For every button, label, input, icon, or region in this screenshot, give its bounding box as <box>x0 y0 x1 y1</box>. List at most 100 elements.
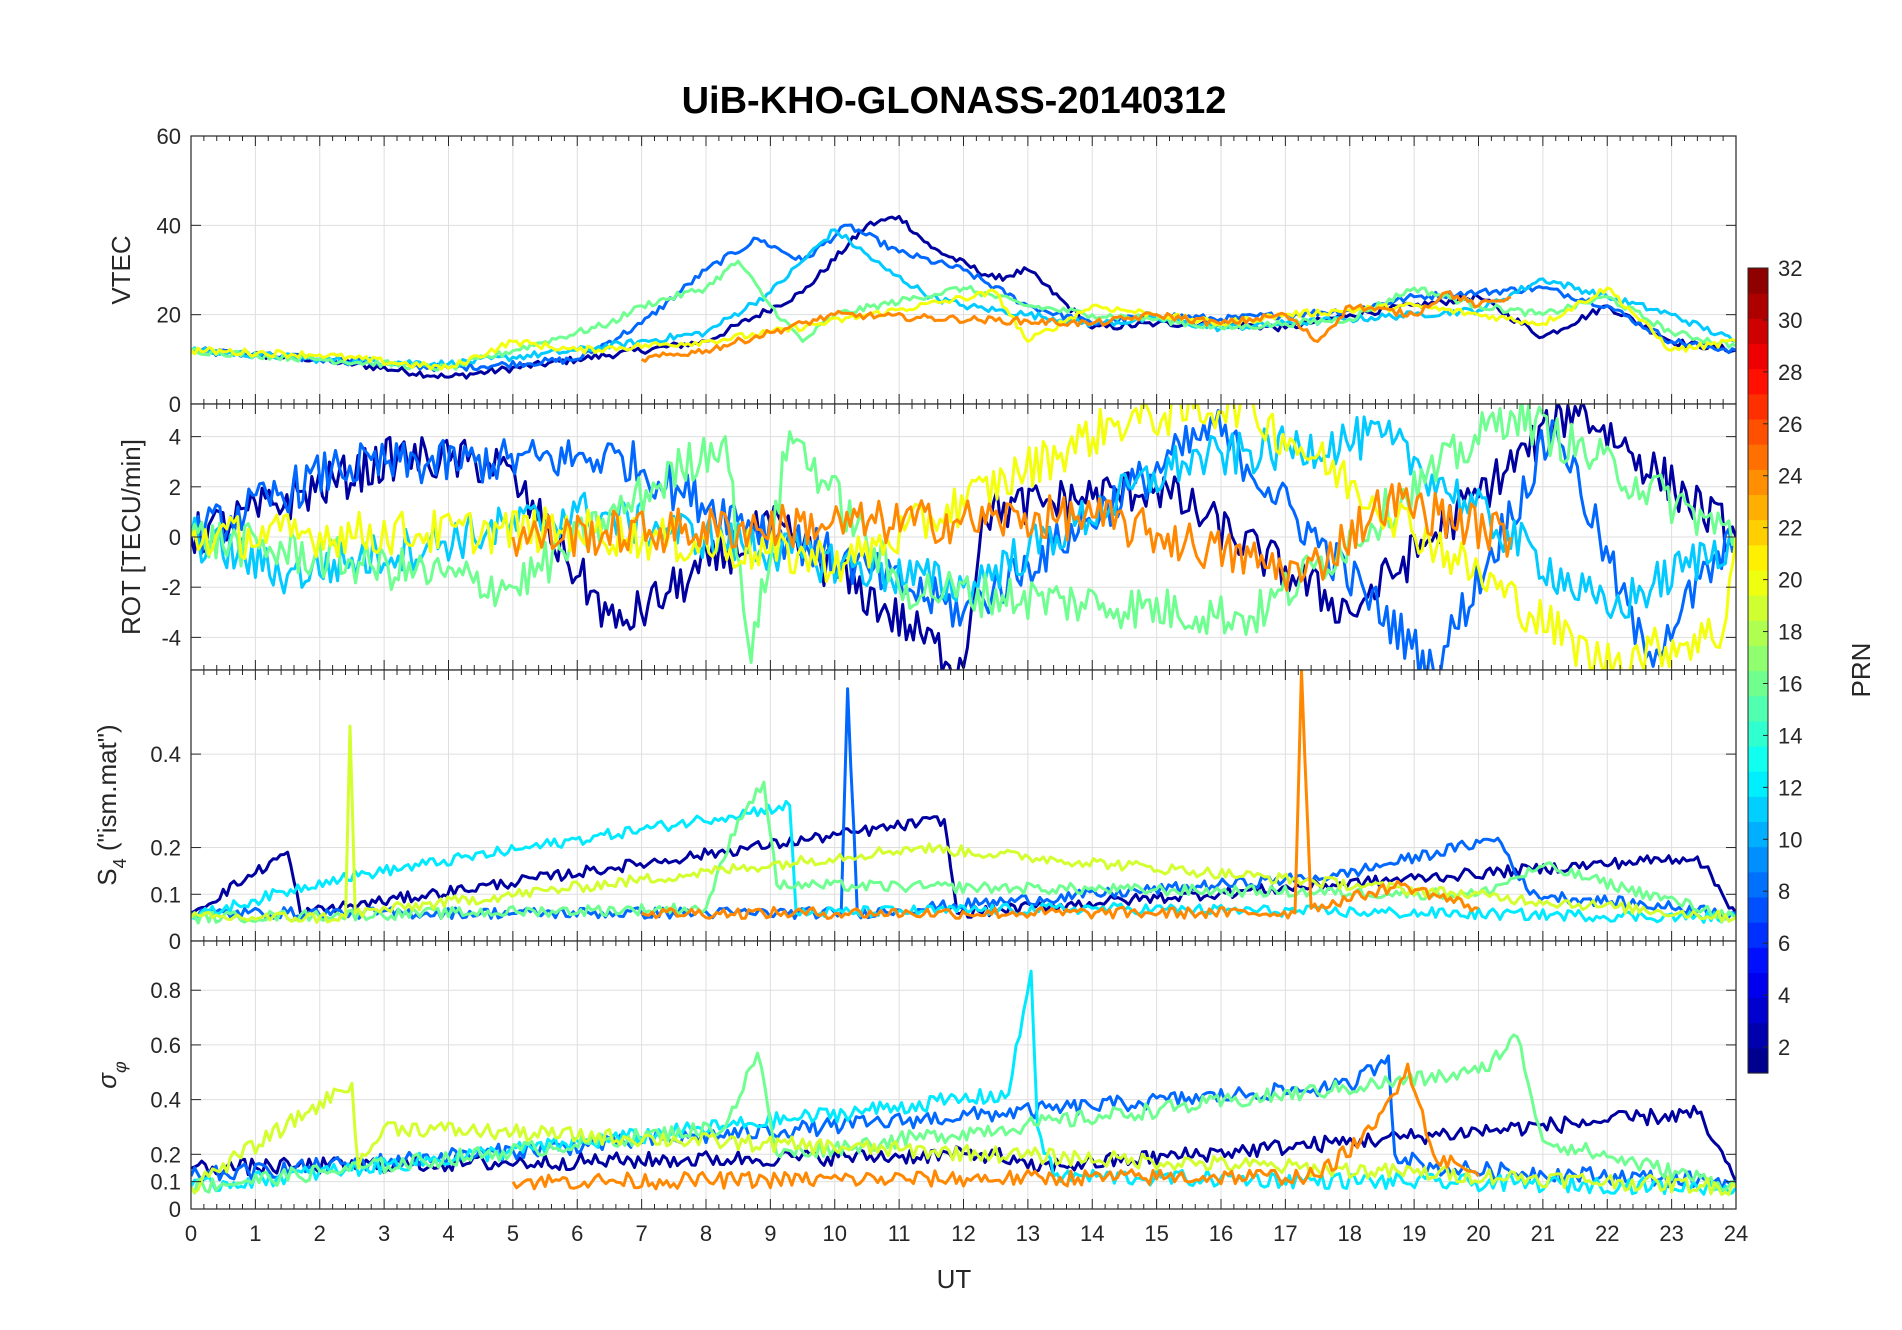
colorbar-tick-label: 8 <box>1778 879 1790 904</box>
colorbar-tick-label: 4 <box>1778 983 1790 1008</box>
x-tick-label: 7 <box>636 1221 648 1246</box>
y-tick-label: 0.1 <box>150 882 181 907</box>
colorbar-tick-label: 18 <box>1778 620 1802 645</box>
colorbar-tick-label: 20 <box>1778 568 1802 593</box>
colorbar-swatch <box>1748 393 1768 420</box>
x-tick-label: 6 <box>571 1221 583 1246</box>
x-tick-label: 3 <box>378 1221 390 1246</box>
y-axis-label: S4 ("ism.mat") <box>92 724 130 885</box>
y-tick-label: 20 <box>157 303 181 328</box>
colorbar-tick-label: 2 <box>1778 1035 1790 1060</box>
colorbar-tick-label: 10 <box>1778 827 1802 852</box>
y-axis-label: VTEC <box>106 235 136 304</box>
y-tick-label: 0 <box>169 929 181 954</box>
colorbar-tick-label: 32 <box>1778 256 1802 281</box>
colorbar-swatch <box>1748 922 1768 948</box>
colorbar-swatch <box>1748 569 1768 596</box>
colorbar-tick-label: 14 <box>1778 723 1802 748</box>
colorbar-tick-label: 12 <box>1778 775 1802 800</box>
colorbar-swatch <box>1748 695 1768 722</box>
x-tick-label: 4 <box>442 1221 454 1246</box>
colorbar-swatch <box>1748 494 1768 521</box>
series-line-prn-16 <box>191 1033 1736 1195</box>
y-tick-label: 0.6 <box>150 1033 181 1058</box>
colorbar-swatch <box>1748 796 1768 823</box>
x-tick-label: 0 <box>185 1221 197 1246</box>
series-line-prn-19 <box>191 1081 1736 1197</box>
colorbar-swatch <box>1748 595 1768 621</box>
colorbar-swatch <box>1748 469 1768 496</box>
colorbar-swatch <box>1748 293 1768 319</box>
series-line-prn-20 <box>191 404 1736 670</box>
series-line-prn-24 <box>640 670 1479 920</box>
y-tick-label: 0.4 <box>150 742 181 767</box>
colorbar-swatch <box>1748 771 1768 797</box>
colorbar-swatch <box>1748 645 1768 672</box>
colorbar-label: PRN <box>1846 643 1876 698</box>
x-tick-label: 23 <box>1659 1221 1683 1246</box>
y-tick-label: 0.2 <box>150 836 181 861</box>
panel-S4: 0 0.1 0.2 0.4 S4 ("ism.mat") <box>92 669 1737 954</box>
colorbar-tick-label: 6 <box>1778 931 1790 956</box>
colorbar-box <box>1747 267 1769 1074</box>
y-tick-label: 0.1 <box>150 1170 181 1195</box>
series-line-prn-24 <box>511 1062 1480 1191</box>
x-tick-label: 15 <box>1144 1221 1168 1246</box>
x-tick-label: 1 <box>249 1221 261 1246</box>
series-line-prn-8 <box>191 409 1736 670</box>
panel-VTEC: 0 20 40 60 VTEC <box>106 124 1737 417</box>
y-tick-label: 0.8 <box>150 978 181 1003</box>
series-line-prn-12 <box>191 799 1736 924</box>
y-tick-label: 60 <box>157 124 181 149</box>
x-tick-label: 11 <box>888 1221 911 1246</box>
y-tick-label: -4 <box>161 625 181 650</box>
colorbar-swatch <box>1748 947 1768 973</box>
x-tick-label: 5 <box>507 1221 519 1246</box>
y-tick-label: 40 <box>157 213 181 238</box>
series-line-prn-11 <box>191 228 1736 368</box>
colorbar-swatch <box>1748 846 1768 873</box>
colorbar-swatch <box>1748 318 1768 345</box>
colorbar-swatch <box>1748 871 1768 898</box>
x-tick-label: 19 <box>1402 1221 1426 1246</box>
colorbar-tick-label: 16 <box>1778 671 1802 696</box>
colorbar-tick-label: 26 <box>1778 412 1802 437</box>
x-tick-label: 10 <box>823 1221 847 1246</box>
x-tick-label: 22 <box>1595 1221 1619 1246</box>
series-line-prn-2 <box>191 214 1736 380</box>
y-tick-label: 2 <box>169 475 181 500</box>
colorbar-tick-label: 28 <box>1778 360 1802 385</box>
panel-ROT: -4 -2 0 2 4 ROT [TECU/min] <box>116 403 1737 671</box>
colorbar-swatch <box>1748 519 1768 546</box>
series-group <box>191 969 1736 1197</box>
colorbar-swatch <box>1748 418 1768 445</box>
colorbar-swatch <box>1748 720 1768 747</box>
series-group <box>191 670 1736 925</box>
colorbar-tick-label: 30 <box>1778 308 1802 333</box>
x-tick-label: 2 <box>314 1221 326 1246</box>
series-line-prn-24 <box>640 290 1512 363</box>
colorbar-swatch <box>1748 1047 1768 1074</box>
y-tick-label: 0 <box>169 1197 181 1222</box>
colorbar-swatch <box>1748 745 1768 772</box>
x-tick-label: 20 <box>1466 1221 1490 1246</box>
colorbar-swatch <box>1748 620 1768 646</box>
figure-title: UiB-KHO-GLONASS-20140312 <box>682 80 1227 122</box>
y-tick-label: 0 <box>169 525 181 550</box>
y-axis-label: σφ <box>92 1061 130 1089</box>
colorbar-swatch <box>1748 268 1768 294</box>
x-tick-label: 24 <box>1724 1221 1748 1246</box>
series-line-prn-16 <box>191 404 1736 664</box>
colorbar-swatch <box>1748 444 1768 470</box>
colorbar-swatch <box>1748 821 1768 848</box>
colorbar-swatch <box>1748 670 1768 697</box>
colorbar-swatch <box>1748 343 1768 370</box>
y-tick-label: 0.2 <box>150 1142 181 1167</box>
x-tick-label: 16 <box>1209 1221 1233 1246</box>
series-line-prn-24 <box>511 482 1513 592</box>
colorbar-swatch <box>1748 972 1768 999</box>
colorbar-tick-label: 22 <box>1778 516 1802 541</box>
